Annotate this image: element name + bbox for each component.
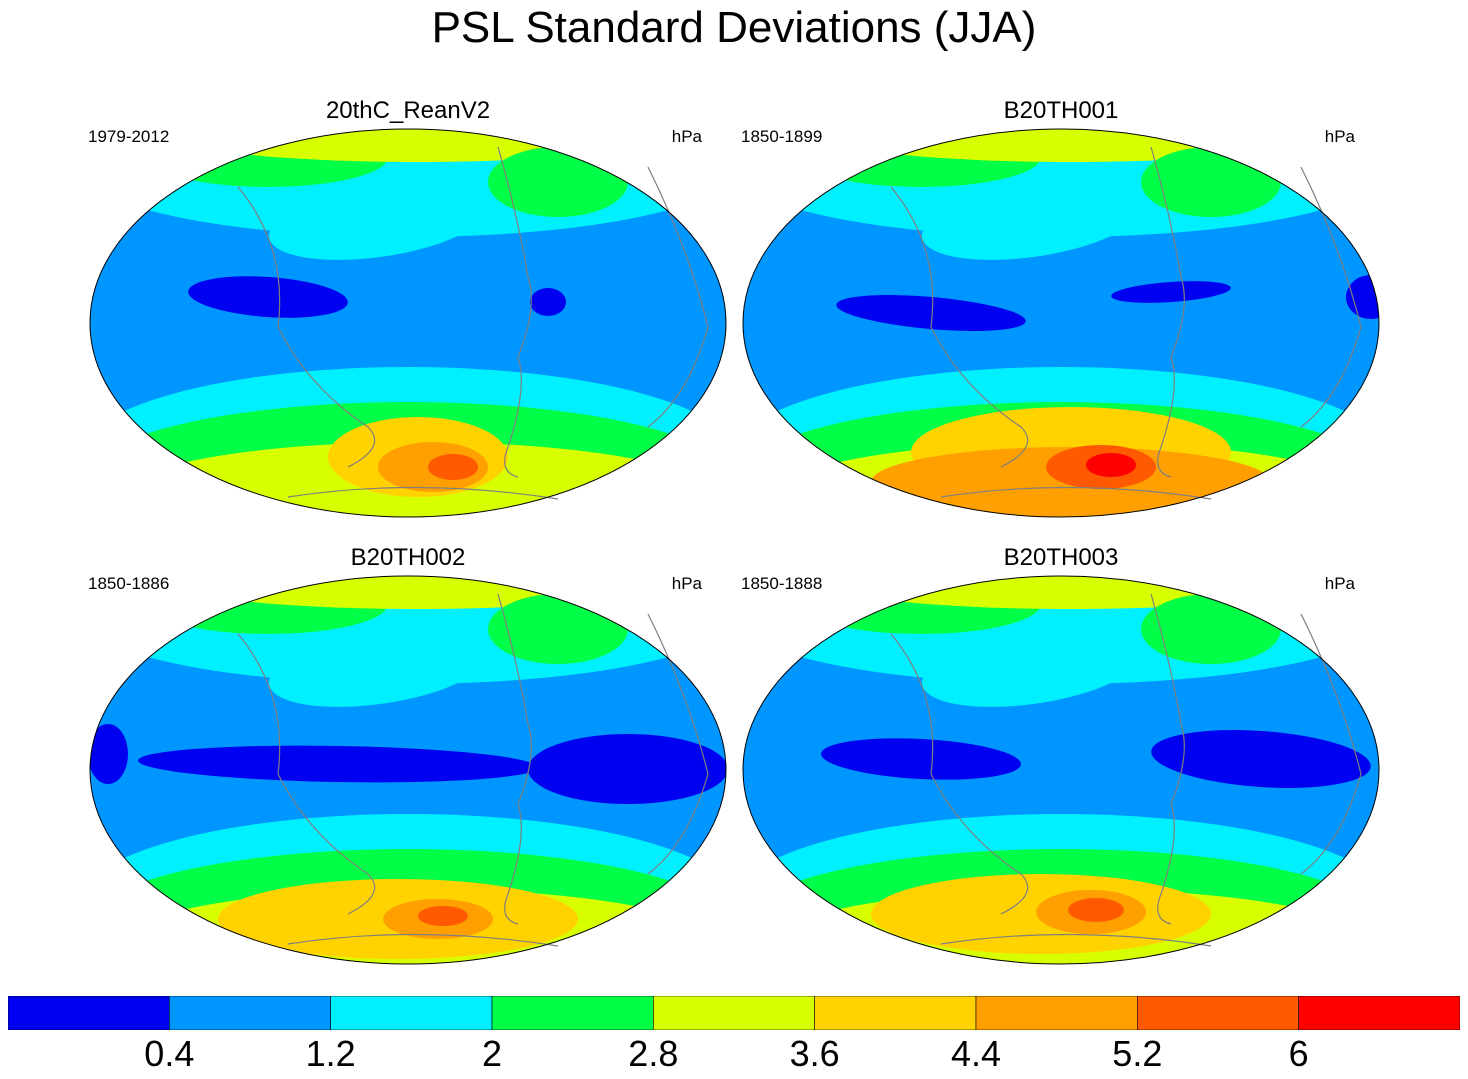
africa-europe-coast bbox=[1300, 166, 1362, 428]
africa-europe-coast bbox=[647, 613, 709, 875]
coastlines bbox=[890, 146, 1362, 500]
panel-units: hPa bbox=[1324, 127, 1355, 146]
panel-period: 1850-1888 bbox=[741, 574, 823, 593]
colorbar-segment bbox=[1298, 996, 1460, 1030]
colorbar-tick-label: 3.6 bbox=[789, 1033, 840, 1074]
colorbar bbox=[8, 996, 1460, 1030]
tropical-min-west bbox=[821, 738, 1021, 780]
map-plot-1 bbox=[89, 128, 727, 518]
north-pacific-cyan bbox=[921, 631, 1141, 707]
asia-australia-coast bbox=[237, 186, 376, 468]
colorbar-tick-label: 0.4 bbox=[144, 1033, 195, 1074]
panel-units: hPa bbox=[671, 574, 702, 593]
coastlines bbox=[237, 593, 709, 947]
panel-period: 1979-2012 bbox=[88, 127, 170, 146]
map-outline bbox=[89, 128, 727, 518]
map-panel-b20th002: B20TH002 1850-1886 hPa bbox=[88, 544, 728, 965]
colorbar-segment bbox=[1137, 996, 1299, 1030]
south-max-red bbox=[418, 906, 468, 926]
colorbar-tick-label: 2 bbox=[481, 1033, 503, 1074]
north-atlantic-green bbox=[1141, 147, 1281, 217]
north-pacific-cyan bbox=[268, 184, 488, 260]
antarctic-coast bbox=[940, 486, 1212, 500]
colorbar-tick-label: 4.4 bbox=[950, 1033, 1002, 1074]
south-max-red bbox=[428, 454, 478, 480]
colorbar-tick-label: 2.8 bbox=[628, 1033, 679, 1074]
tropical-min-east bbox=[1151, 730, 1371, 788]
tropical-min-east bbox=[1111, 281, 1231, 303]
panel-title: B20TH003 bbox=[1003, 544, 1119, 571]
map-plot-3 bbox=[89, 575, 727, 965]
panel-title: B20TH001 bbox=[1003, 97, 1119, 124]
colorbar-tick-label: 5.2 bbox=[1112, 1033, 1163, 1074]
antarctic-coast bbox=[940, 933, 1212, 947]
panel-units: hPa bbox=[1324, 574, 1355, 593]
asia-australia-coast bbox=[237, 633, 376, 915]
colorbar-tick-label: 1.2 bbox=[305, 1033, 356, 1074]
coastlines bbox=[890, 593, 1362, 947]
map-plot-4 bbox=[742, 575, 1380, 965]
north-atlantic-green bbox=[488, 594, 628, 664]
colorbar-segment bbox=[975, 996, 1138, 1030]
colorbar-segment bbox=[814, 996, 977, 1030]
map-outline bbox=[742, 128, 1380, 518]
tropical-min-west bbox=[188, 276, 348, 318]
tropical-min-edge bbox=[1346, 275, 1379, 319]
map-outline bbox=[742, 575, 1380, 965]
south-max-red bbox=[1068, 898, 1124, 922]
tropical-min-east bbox=[530, 288, 566, 316]
map-plot-2 bbox=[742, 128, 1380, 518]
panel-period: 1850-1886 bbox=[88, 574, 170, 593]
tropical-min-west bbox=[836, 295, 1026, 331]
map-outline bbox=[89, 575, 727, 965]
americas-coast bbox=[497, 593, 532, 925]
colorbar-segment bbox=[491, 996, 654, 1030]
coastlines bbox=[237, 146, 709, 500]
north-atlantic-green bbox=[488, 147, 628, 217]
tropical-min-east bbox=[528, 734, 726, 804]
north-atlantic-green bbox=[1141, 594, 1281, 664]
contour-field bbox=[90, 129, 726, 517]
americas-coast bbox=[1150, 593, 1185, 925]
americas-coast bbox=[1150, 146, 1185, 478]
panel-title: B20TH002 bbox=[350, 544, 466, 571]
antarctic-coast bbox=[287, 486, 559, 500]
map-panel-20thc-reanv2: 20thC_ReanV2 1979-2012 hPa bbox=[88, 97, 728, 518]
africa-europe-coast bbox=[1300, 613, 1362, 875]
tropical-min-belt bbox=[138, 745, 538, 783]
colorbar-segment bbox=[653, 996, 815, 1030]
panel-title: 20thC_ReanV2 bbox=[325, 97, 491, 124]
africa-europe-coast bbox=[647, 166, 709, 428]
panel-period: 1850-1899 bbox=[741, 127, 823, 146]
asia-australia-coast bbox=[890, 186, 1029, 468]
colorbar-segment bbox=[8, 996, 170, 1030]
north-pacific-cyan bbox=[268, 631, 488, 707]
north-pacific-cyan bbox=[921, 184, 1141, 260]
panel-units: hPa bbox=[671, 127, 702, 146]
colorbar-segment bbox=[330, 996, 493, 1030]
antarctic-coast bbox=[287, 933, 559, 947]
asia-australia-coast bbox=[890, 633, 1029, 915]
map-panel-b20th001: B20TH001 1850-1899 hPa bbox=[741, 97, 1381, 518]
south-max-peak bbox=[1086, 453, 1136, 477]
americas-coast bbox=[497, 146, 532, 478]
figure-title: PSL Standard Deviations (JJA) bbox=[431, 3, 1037, 52]
colorbar-tick-label: 6 bbox=[1288, 1033, 1309, 1074]
map-panel-b20th003: B20TH003 1850-1888 hPa bbox=[741, 544, 1381, 965]
tropical-min-edge bbox=[90, 724, 128, 784]
colorbar-segment bbox=[169, 996, 331, 1030]
